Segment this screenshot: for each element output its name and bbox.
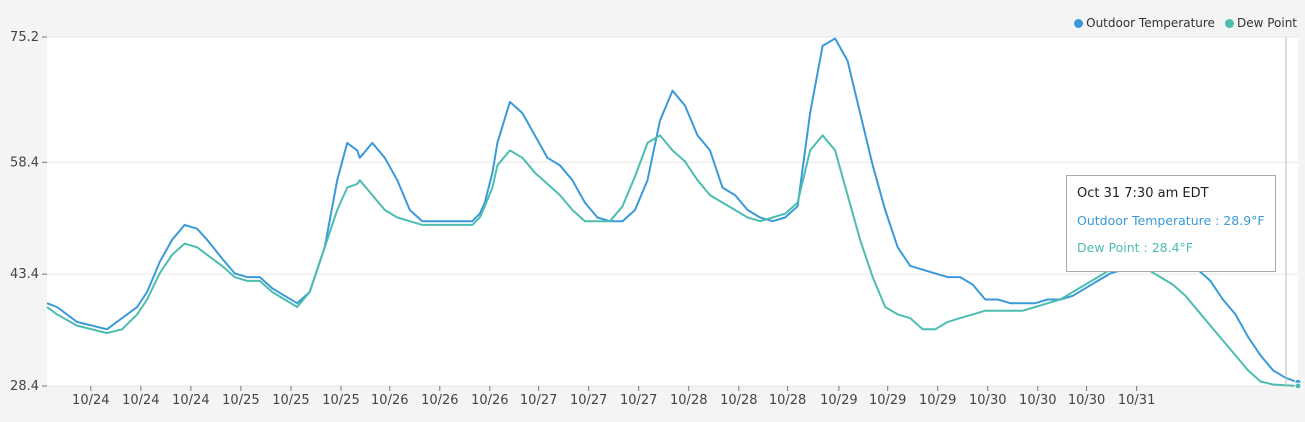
series-line-dew-point[interactable] (46, 134, 1299, 387)
x-tick-label: 10/27 (570, 393, 607, 408)
x-tick-label: 10/24 (72, 393, 109, 408)
tooltip-title: Oct 31 7:30 am EDT (1077, 186, 1209, 201)
x-tick-label: 10/28 (769, 393, 806, 408)
x-tick-label: 10/25 (322, 393, 359, 408)
tooltip: Oct 31 7:30 am EDT Outdoor Temperature :… (1066, 175, 1276, 272)
x-axis: 10/24 10/24 10/24 10/25 10/25 10/25 10/26 10/26… (72, 386, 1155, 408)
x-tick-label: 10/30 (1068, 393, 1105, 408)
x-tick-label: 10/29 (869, 393, 906, 408)
series-layer[interactable] (46, 37, 1302, 390)
x-tick-label: 10/29 (919, 393, 956, 408)
legend-item-outdoor-temperature[interactable]: Outdoor Temperature (1074, 16, 1215, 30)
x-tick-label: 10/26 (371, 393, 408, 408)
legend-marker-outdoor (1074, 18, 1084, 28)
legend-label-outdoor: Outdoor Temperature (1086, 16, 1215, 30)
y-tick-label: 28.4 (10, 379, 39, 394)
x-tick-label: 10/26 (421, 393, 458, 408)
x-tick-label: 10/29 (820, 393, 857, 408)
series-line-outdoor-temperature[interactable] (46, 37, 1299, 384)
x-tick-label: 10/27 (620, 393, 657, 408)
y-tick-label: 58.4 (10, 155, 39, 170)
tooltip-dew-value: Dew Point : 28.4°F (1077, 240, 1193, 255)
legend-label-dew: Dew Point (1236, 16, 1297, 30)
x-tick-label: 10/30 (969, 393, 1006, 408)
x-tick-label: 10/25 (272, 393, 309, 408)
x-tick-label: 10/30 (1019, 393, 1056, 408)
x-tick-label: 10/25 (222, 393, 259, 408)
x-tick-label: 10/26 (471, 393, 508, 408)
x-tick-label: 10/27 (520, 393, 557, 408)
legend-item-dew-point[interactable]: Dew Point (1224, 16, 1297, 30)
hover-marker-dew (1294, 382, 1302, 390)
legend-marker-dew (1224, 18, 1234, 28)
x-tick-label: 10/31 (1118, 393, 1155, 408)
chart-legend: Outdoor Temperature Dew Point (1074, 16, 1297, 30)
tooltip-outdoor-value: Outdoor Temperature : 28.9°F (1077, 213, 1265, 228)
y-tick-label: 43.4 (10, 267, 39, 282)
y-tick-label: 75.2 (10, 30, 39, 45)
y-axis: 75.2 58.4 43.4 28.4 (10, 30, 47, 394)
x-tick-label: 10/24 (122, 393, 159, 408)
x-tick-label: 10/28 (670, 393, 707, 408)
x-tick-label: 10/24 (172, 393, 209, 408)
x-tick-label: 10/28 (720, 393, 757, 408)
